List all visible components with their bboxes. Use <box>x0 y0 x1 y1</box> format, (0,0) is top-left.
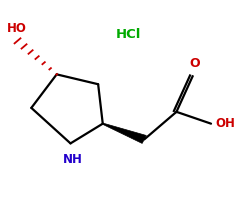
Text: O: O <box>190 57 200 70</box>
Text: NH: NH <box>63 153 83 166</box>
Text: OH: OH <box>216 117 235 130</box>
Text: HO: HO <box>6 22 26 35</box>
Polygon shape <box>102 123 146 143</box>
Text: HCl: HCl <box>115 28 141 41</box>
